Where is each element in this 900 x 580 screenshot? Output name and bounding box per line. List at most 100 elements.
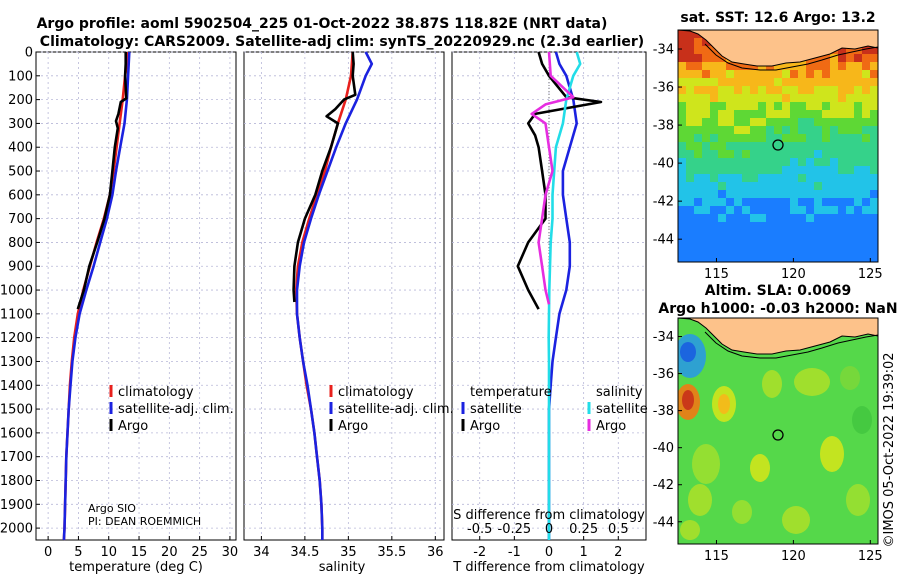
sst-cell <box>830 62 838 70</box>
sst-cell <box>814 182 822 190</box>
sst-cell <box>734 78 742 86</box>
sst-cell <box>734 222 742 230</box>
sst-cell <box>846 70 854 78</box>
map-y-tick-label: -38 <box>653 119 674 134</box>
sst-cell <box>806 174 814 182</box>
salinity-xlabel: salinity <box>319 560 366 575</box>
series-line-t-argo <box>516 51 603 310</box>
sst-cell <box>798 254 806 262</box>
sst-cell <box>870 246 878 254</box>
sst-cell <box>774 86 782 94</box>
sst-cell <box>694 198 702 206</box>
sst-cell <box>726 222 734 230</box>
x-tick-label: 10 <box>100 545 117 560</box>
sst-cell <box>734 246 742 254</box>
sst-cell <box>734 198 742 206</box>
sst-cell <box>734 174 742 182</box>
sst-cell <box>726 190 734 198</box>
sst-cell <box>822 102 830 110</box>
sst-cell <box>678 222 686 230</box>
sst-cell <box>750 214 758 222</box>
y-tick-label: 1100 <box>0 307 33 322</box>
sst-cell <box>686 150 694 158</box>
sst-cell <box>774 246 782 254</box>
sst-cell <box>862 86 870 94</box>
sst-cell <box>726 254 734 262</box>
sst-cell <box>830 254 838 262</box>
sst-cell <box>766 190 774 198</box>
sst-cell <box>678 158 686 166</box>
sst-cell <box>838 222 846 230</box>
sst-cell <box>774 102 782 110</box>
sst-cell <box>838 110 846 118</box>
sst-cell <box>758 78 766 86</box>
sst-cell <box>718 158 726 166</box>
sst-cell <box>750 78 758 86</box>
sst-cell <box>694 214 702 222</box>
sst-cell <box>790 206 798 214</box>
sst-cell <box>830 246 838 254</box>
sst-cell <box>766 158 774 166</box>
sst-cell <box>838 62 846 70</box>
sst-cell <box>710 54 718 62</box>
sst-cell <box>854 182 862 190</box>
sla-anomaly-blob <box>794 368 830 396</box>
sst-cell <box>678 38 686 46</box>
sst-cell <box>830 222 838 230</box>
sst-cell <box>838 70 846 78</box>
sst-cell <box>822 118 830 126</box>
sst-cell <box>766 94 774 102</box>
sst-cell <box>710 246 718 254</box>
sst-cell <box>678 54 686 62</box>
sst-cell <box>686 166 694 174</box>
sst-cell <box>710 174 718 182</box>
temperature-panel: 0100200300400500600700800900100011001200… <box>0 46 238 576</box>
sst-cell <box>702 86 710 94</box>
sst-cell <box>686 134 694 142</box>
sst-cell <box>774 142 782 150</box>
sst-cell <box>870 206 878 214</box>
sst-cell <box>838 190 846 198</box>
sst-cell <box>758 214 766 222</box>
sst-cell <box>830 230 838 238</box>
sst-cell <box>710 166 718 174</box>
sst-cell <box>814 78 822 86</box>
sst-map-title: sat. SST: 12.6 Argo: 13.2 <box>680 10 875 26</box>
sla-anomaly-blob <box>718 394 730 414</box>
sst-cell <box>742 94 750 102</box>
sst-cell <box>734 214 742 222</box>
sst-cell <box>854 46 862 54</box>
sst-cell <box>710 78 718 86</box>
series-line-s-argo <box>530 51 575 305</box>
title-line-1: Argo profile: aoml 5902504_225 01-Oct-20… <box>37 16 608 32</box>
sst-cell <box>686 30 694 38</box>
sst-cell <box>798 238 806 246</box>
sst-cell <box>830 142 838 150</box>
sst-cell <box>814 54 822 62</box>
sla-anomaly-blob <box>782 506 810 534</box>
sst-cell <box>694 134 702 142</box>
sst-cell <box>798 222 806 230</box>
sst-cell <box>686 54 694 62</box>
sst-cell <box>758 142 766 150</box>
sst-cell <box>702 166 710 174</box>
sst-cell <box>838 158 846 166</box>
sst-cell <box>742 78 750 86</box>
sst-cell <box>734 62 742 70</box>
sst-cell <box>854 142 862 150</box>
sst-cell <box>838 182 846 190</box>
sst-cell <box>814 94 822 102</box>
sst-cell <box>822 78 830 86</box>
sst-cell <box>798 230 806 238</box>
legend-s-argo-label: Argo <box>596 419 626 434</box>
sst-cell <box>798 214 806 222</box>
sst-cell <box>854 214 862 222</box>
sla-background <box>678 318 878 544</box>
sla-anomaly-blob <box>762 370 782 398</box>
sst-cell <box>862 238 870 246</box>
sst-cell <box>806 126 814 134</box>
sst-cell <box>814 126 822 134</box>
sst-cell <box>814 142 822 150</box>
sst-cell <box>758 134 766 142</box>
sst-cell <box>710 150 718 158</box>
